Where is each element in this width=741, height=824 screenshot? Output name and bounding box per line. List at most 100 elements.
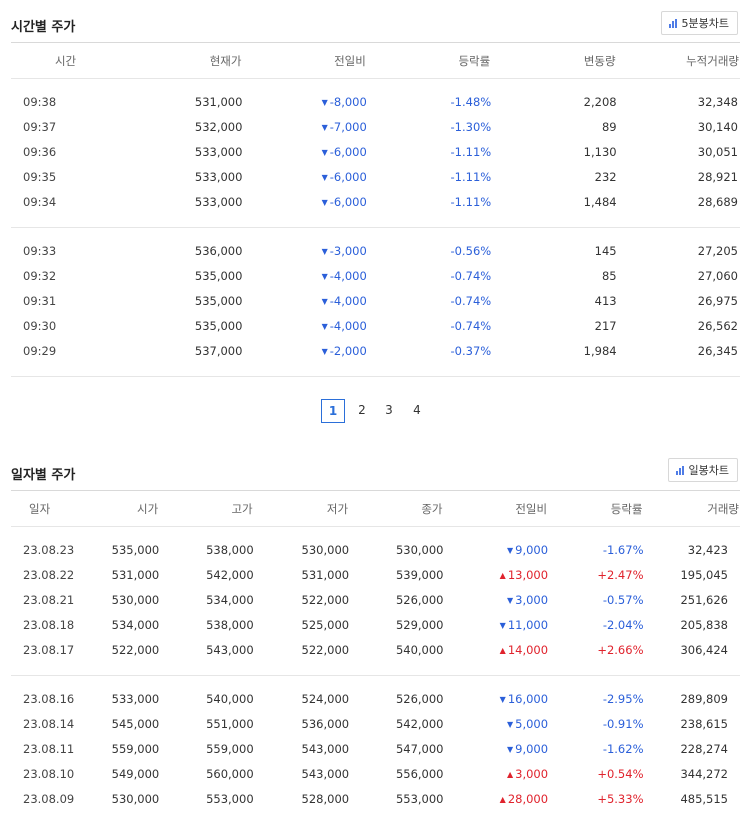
delta-cell: 1,130: [583, 144, 617, 159]
col-header: 종가: [349, 490, 444, 527]
triangle-down-icon: ▼: [506, 719, 514, 729]
col-header: 저가: [253, 490, 350, 527]
time-cell: 09:33: [23, 243, 57, 258]
row-separator: [11, 363, 740, 377]
table-row: 23.08.16 533,000 540,000 524,000 526,000 ▼ 16,…: [11, 686, 740, 711]
change-value: 6,000: [333, 144, 367, 159]
col-header: 전일비: [443, 490, 549, 527]
price-cell: 535,000: [194, 268, 243, 283]
change-value: 9,000: [515, 741, 549, 756]
change-cell: ▼ -4,000: [242, 263, 367, 288]
volume-cell: 195,045: [680, 567, 728, 582]
close-cell: 556,000: [395, 766, 444, 781]
time-table-header: 시간 현재가 전일비 등락률 변동량 누적거래량: [11, 42, 740, 79]
price-cell: 532,000: [194, 119, 243, 134]
low-cell: 531,000: [301, 567, 350, 582]
triangle-up-icon: ▲: [499, 645, 506, 655]
table-row: 09:30 535,000 ▼ -4,000 -0.74% 217 26,562: [11, 313, 740, 338]
date-cell: 23.08.09: [23, 791, 75, 806]
rate-cell: -0.74%: [450, 318, 492, 333]
low-cell: 524,000: [301, 691, 350, 706]
daily-chart-button[interactable]: 일봉차트: [667, 458, 738, 482]
cumulative-volume-cell: 28,689: [697, 194, 738, 209]
cumulative-volume-cell: 26,975: [697, 293, 738, 308]
table-row: 09:37 532,000 ▼ -7,000 -1.30% 89 30,140: [11, 114, 740, 139]
date-cell: 23.08.10: [23, 766, 75, 781]
change-sign: -: [329, 169, 334, 184]
table-row: 09:35 533,000 ▼ -6,000 -1.11% 232 28,921: [11, 164, 740, 189]
triangle-down-icon: ▼: [506, 595, 514, 605]
high-cell: 538,000: [206, 617, 254, 632]
high-cell: 538,000: [206, 542, 254, 557]
low-cell: 543,000: [301, 741, 350, 756]
volume-cell: 306,424: [680, 642, 728, 657]
triangle-down-icon: ▼: [321, 122, 328, 132]
rate-cell: -0.74%: [450, 268, 492, 283]
cumulative-volume-cell: 30,140: [697, 119, 738, 134]
cumulative-volume-cell: 32,348: [697, 94, 738, 109]
page-2[interactable]: 2: [358, 403, 366, 417]
open-cell: 559,000: [111, 741, 160, 756]
row-separator: [11, 527, 740, 538]
rate-cell: -1.30%: [450, 119, 492, 134]
high-cell: 542,000: [206, 567, 254, 582]
col-header: 고가: [159, 490, 254, 527]
open-cell: 533,000: [111, 691, 160, 706]
delta-cell: 2,208: [583, 94, 617, 109]
close-cell: 526,000: [395, 592, 444, 607]
rate-cell: -1.11%: [450, 194, 492, 209]
date-cell: 23.08.14: [23, 716, 75, 731]
col-header: 시가: [100, 490, 160, 527]
col-header: 등락률: [548, 490, 644, 527]
change-sign: -: [329, 94, 334, 109]
change-sign: -: [329, 318, 334, 333]
change-value: 3,000: [333, 243, 367, 258]
volume-cell: 344,272: [680, 766, 728, 781]
table-row: 23.08.17 522,000 543,000 522,000 540,000 ▲ 14,…: [11, 637, 740, 662]
change-cell: ▼ 3,000: [444, 587, 548, 612]
high-cell: 560,000: [206, 766, 254, 781]
time-cell: 09:36: [23, 144, 57, 159]
time-cell: 09:31: [23, 293, 57, 308]
page-4[interactable]: 4: [413, 403, 421, 417]
triangle-up-icon: ▲: [499, 570, 506, 580]
price-cell: 533,000: [194, 144, 243, 159]
change-cell: ▼ 11,000: [444, 612, 548, 637]
triangle-up-icon: ▲: [499, 794, 506, 804]
col-header: 등락률: [366, 42, 492, 79]
five-min-chart-button[interactable]: 5분봉차트: [660, 11, 738, 35]
row-separator: [11, 811, 740, 824]
time-price-title: 시간별 주가: [11, 20, 76, 35]
table-row: 09:38 531,000 ▼ -8,000 -1.48% 2,208 32,348: [11, 89, 740, 114]
date-cell: 23.08.23: [23, 542, 75, 557]
page-1[interactable]: 1: [321, 399, 345, 423]
change-cell: ▲ 3,000: [444, 761, 548, 786]
open-cell: 535,000: [111, 542, 160, 557]
change-sign: -: [329, 144, 334, 159]
col-header: 시간: [11, 42, 121, 79]
date-cell: 23.08.17: [23, 642, 75, 657]
change-value: 4,000: [333, 268, 367, 283]
close-cell: 553,000: [395, 791, 444, 806]
volume-cell: 251,626: [680, 592, 728, 607]
price-cell: 533,000: [194, 169, 243, 184]
change-cell: ▼ -4,000: [242, 313, 367, 338]
page-3[interactable]: 3: [385, 403, 393, 417]
change-value: 28,000: [507, 791, 549, 806]
delta-cell: 413: [594, 293, 617, 308]
row-separator: [11, 662, 740, 676]
table-row: 23.08.10 549,000 560,000 543,000 556,000 ▲ 3,0…: [11, 761, 740, 786]
low-cell: 525,000: [301, 617, 350, 632]
bar-chart-icon: [668, 18, 677, 28]
low-cell: 543,000: [301, 766, 350, 781]
time-cell: 09:37: [23, 119, 57, 134]
low-cell: 530,000: [301, 542, 350, 557]
five-min-chart-label: 5분봉차트: [681, 17, 729, 30]
row-separator: [11, 676, 740, 687]
time-cell: 09:32: [23, 268, 57, 283]
rate-cell: -0.37%: [450, 343, 492, 358]
change-value: 13,000: [507, 567, 549, 582]
time-cell: 09:38: [23, 94, 57, 109]
change-value: 2,000: [333, 343, 367, 358]
date-cell: 23.08.16: [23, 691, 75, 706]
